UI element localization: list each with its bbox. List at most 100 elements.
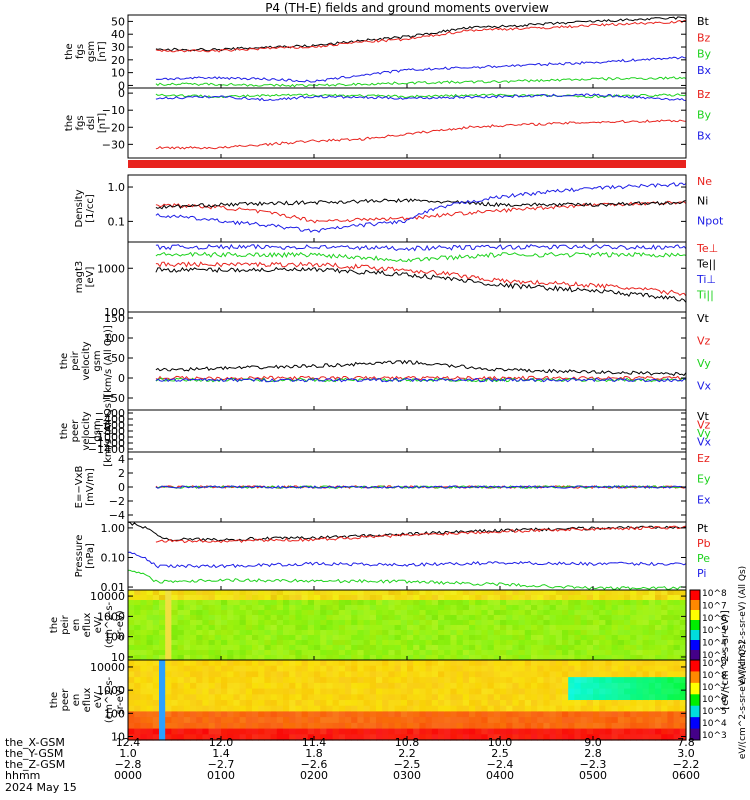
spectrogram-cell (630, 610, 637, 616)
spectrogram-cell (152, 610, 160, 616)
spectrogram-cell (636, 677, 644, 684)
spectrogram-cell (605, 665, 613, 672)
spectrogram-cell (190, 620, 197, 626)
spectrogram-cell (152, 620, 160, 626)
spectrogram-cell (140, 711, 148, 718)
spectrogram-cell (128, 610, 135, 616)
spectrogram-cell (586, 610, 594, 616)
spectrogram-cell (425, 694, 433, 701)
spectrogram-cell (159, 590, 166, 596)
spectrogram-cell (314, 682, 321, 690)
spectrogram-cell (152, 682, 160, 690)
spectrogram-cell (394, 600, 402, 606)
spectrogram-cell (382, 728, 389, 735)
spectrogram-cell (642, 722, 650, 730)
spectrogram-cell (574, 688, 582, 695)
spectrogram-cell (456, 728, 464, 735)
spectrogram-cell (642, 605, 650, 611)
spectrogram-cell (599, 677, 606, 684)
spectrogram-cell (419, 705, 427, 712)
spectrogram-cell (338, 694, 346, 701)
spectrogram-cell (568, 717, 575, 724)
spectrogram-cell (190, 595, 197, 601)
spectrogram-cell (196, 600, 203, 606)
spectrogram-cell (580, 655, 588, 661)
spectrogram-cell (227, 671, 234, 678)
spectrogram-cell (648, 640, 656, 646)
spectrogram-cell (351, 665, 358, 672)
spectrogram-cell (345, 600, 352, 606)
spectrogram-cell (667, 722, 675, 730)
spectrogram-cell (469, 694, 476, 701)
spectrogram-cell (152, 630, 160, 636)
y-axis-label-line: dsl (86, 116, 97, 130)
spectrogram-cell (605, 645, 613, 651)
spectrogram-cell (512, 605, 520, 611)
spectrogram-cell (357, 671, 365, 678)
spectrogram-cell (617, 705, 625, 712)
spectrogram-cell (655, 694, 662, 701)
spectrogram-cell (611, 645, 619, 651)
spectrogram-cell (493, 677, 501, 684)
spectrogram-cell (562, 600, 569, 606)
spectrogram-cell (183, 640, 191, 646)
spectrogram-cell (227, 645, 234, 651)
y-axis-label-line: fgs (75, 115, 86, 130)
spectrogram-cell (314, 640, 321, 646)
spectrogram-cell (301, 694, 309, 701)
spectrogram-cell (264, 620, 272, 626)
spectrogram-cell (450, 711, 458, 718)
spectrogram-cell (245, 605, 253, 611)
spectrogram-cell (357, 595, 365, 601)
spectrogram-cell (568, 655, 575, 661)
legend-Ez: Ez (697, 452, 710, 465)
spectrogram-cell (400, 694, 408, 701)
spectrogram-cell (475, 677, 482, 684)
spectrogram-cell (506, 694, 513, 701)
spectrogram-cell (574, 700, 582, 707)
spectrogram-cell (258, 595, 265, 601)
spectrogram-cell (407, 734, 414, 741)
spectrogram-cell (531, 600, 538, 606)
spectrogram-cell (190, 728, 197, 735)
spectrogram-cell (314, 694, 321, 701)
spectrogram-cell (326, 605, 334, 611)
y-axis-label-line: peir (70, 350, 81, 370)
spectrogram-cell (221, 640, 228, 646)
spectrogram-cell (314, 734, 321, 741)
spectrogram-cell (295, 694, 303, 701)
spectrogram-cell (227, 717, 234, 724)
spectrogram-cell (413, 665, 420, 672)
spectrogram-cell (183, 625, 191, 631)
spectrogram-cell (171, 660, 179, 667)
spectrogram-cell (394, 640, 402, 646)
spectrogram-cell (469, 682, 476, 690)
spectrogram-cell (252, 677, 259, 684)
spectrogram-cell (165, 722, 172, 730)
spectrogram-cell (555, 734, 563, 741)
spectrogram-cell (431, 728, 439, 735)
legend-Te||: Te|| (696, 258, 716, 271)
spectrogram-cell (673, 655, 681, 661)
colorbar-frame (689, 659, 701, 741)
spectrogram-cell (301, 660, 309, 667)
spectrogram-cell (301, 610, 309, 616)
spectrogram-cell (264, 677, 272, 684)
spectrogram-cell (611, 665, 619, 672)
spectrogram-cell (140, 605, 148, 611)
spectrogram-cell (599, 635, 606, 641)
spectrogram-cell (159, 650, 166, 656)
spectrogram-cell (605, 711, 613, 718)
spectrogram-cell (400, 620, 408, 626)
spectrogram-cell (146, 660, 154, 667)
spectrogram-cell (190, 705, 197, 712)
spectrogram-cell (295, 650, 303, 656)
spectrogram-cell (673, 728, 681, 735)
spectrogram-cell (506, 615, 513, 621)
spectrogram-cell (425, 665, 433, 672)
spectrogram-cell (301, 711, 309, 718)
spectrogram-cell (400, 728, 408, 735)
spectrogram-cell (580, 595, 588, 601)
spectrogram-cell (574, 734, 582, 741)
spectrogram-cell (214, 600, 222, 606)
